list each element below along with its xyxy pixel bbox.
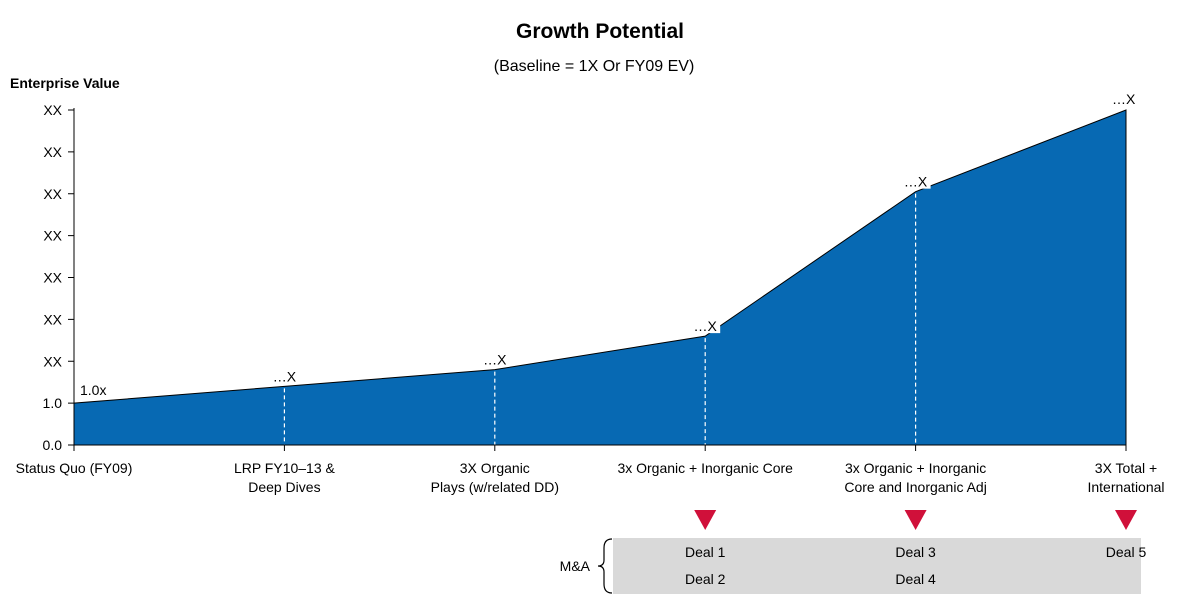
deal-marker-triangle xyxy=(1115,510,1137,530)
data-label-background xyxy=(900,174,931,189)
deal-label: Deal 1 xyxy=(685,544,726,560)
deal-marker-triangle xyxy=(904,510,927,530)
y-tick-label: XX xyxy=(43,270,62,286)
x-tick-label-line: LRP FY10–13 & xyxy=(234,460,336,476)
y-tick-label: XX xyxy=(43,102,62,118)
x-tick-label-line: Deep Dives xyxy=(248,479,320,495)
x-tick-label: 3X Organic Plays (w/related DD) xyxy=(431,460,559,495)
x-axis-tick-labels: Status Quo (FY09) LRP FY10–13 & Deep Dives… xyxy=(16,460,1165,495)
data-label: …X xyxy=(1112,91,1136,107)
x-tick-label-line: 3x Organic + Inorganic Core xyxy=(617,460,793,476)
x-tick-label: Status Quo (FY09) xyxy=(16,460,133,476)
x-tick-label: 3x Organic + Inorganic Core xyxy=(617,460,793,476)
x-tick-label-line: Core and Inorganic Adj xyxy=(844,479,986,495)
data-label-background xyxy=(269,369,300,384)
y-tick-label: XX xyxy=(43,144,62,160)
y-tick-label: XX xyxy=(43,186,62,202)
data-label: 1.0x xyxy=(80,382,106,398)
y-tick-label: XX xyxy=(43,228,62,244)
ma-deals-box xyxy=(613,538,1141,594)
area-layer xyxy=(73,109,1127,446)
x-tick-label-line: 3X Total + xyxy=(1095,460,1157,476)
x-tick-label-line: 3X Organic xyxy=(460,460,530,476)
deal-label: Deal 3 xyxy=(895,544,936,560)
x-tick-label: 3X Total + International xyxy=(1087,460,1164,495)
chart-title: Growth Potential xyxy=(516,20,684,43)
x-tick-label: LRP FY10–13 & Deep Dives xyxy=(234,460,336,495)
data-label: …X xyxy=(273,368,297,384)
x-tick-label-line: International xyxy=(1087,479,1164,495)
deal-label: Deal 2 xyxy=(685,571,726,587)
data-labels: 1.0x …X …X …X …X …X xyxy=(80,91,1136,398)
x-tick-label: 3x Organic + Inorganic Core and Inorganic… xyxy=(844,460,986,495)
data-label-background xyxy=(690,319,721,334)
chart-subtitle: (Baseline = 1X Or FY09 EV) xyxy=(494,58,695,75)
deal-marker-triangle xyxy=(694,510,717,530)
enterprise-value-area xyxy=(73,109,1127,446)
ma-brace xyxy=(597,538,613,594)
y-tick-label: 1.0 xyxy=(43,395,63,411)
axes: 0.0 1.0 XX XX XX XX XX XX XX xyxy=(43,102,1127,453)
ma-panel: M&A Deal 1 Deal 2 Deal 3 Deal 4 Deal 5 xyxy=(560,538,1147,594)
deal-label: Deal 5 xyxy=(1106,544,1147,560)
y-axis-title: Enterprise Value xyxy=(10,75,120,91)
drop-lines xyxy=(283,193,917,445)
data-label-background xyxy=(479,352,510,367)
x-tick-label-line: Plays (w/related DD) xyxy=(431,479,559,495)
data-label: …X xyxy=(694,318,718,334)
y-tick-label: XX xyxy=(43,353,62,369)
y-tick-label: XX xyxy=(43,311,62,327)
x-tick-label-line: Status Quo (FY09) xyxy=(16,460,133,476)
data-label: …X xyxy=(904,174,928,190)
y-tick-label: 0.0 xyxy=(43,437,63,453)
deal-markers xyxy=(694,510,1137,530)
ma-label: M&A xyxy=(560,558,591,574)
data-label: …X xyxy=(483,352,507,368)
x-tick-label-line: 3x Organic + Inorganic xyxy=(845,460,986,476)
deal-label: Deal 4 xyxy=(895,571,936,587)
